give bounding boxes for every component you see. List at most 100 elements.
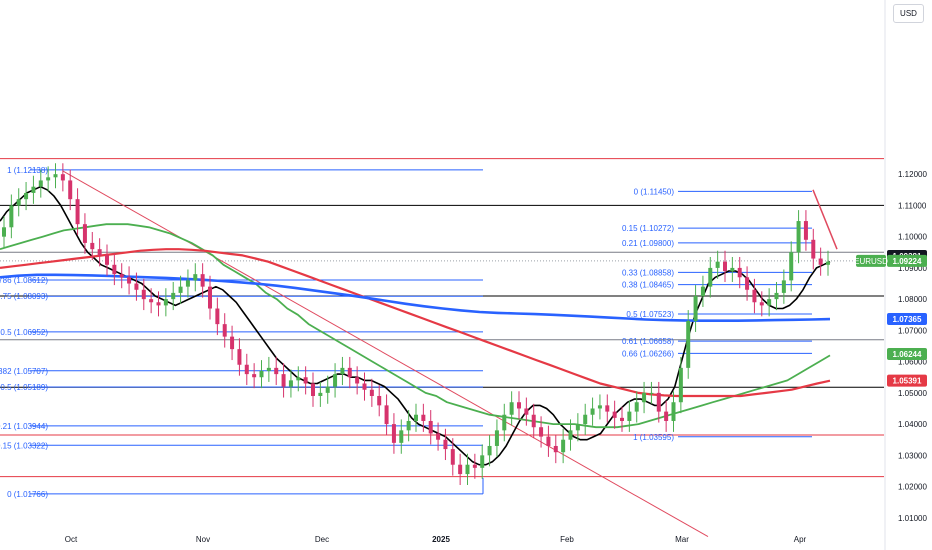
fib-right-label-4: 0.38 (1.08465)	[622, 281, 674, 290]
candle-body	[656, 392, 661, 412]
time-label-6: Apr	[794, 535, 807, 544]
candle-body	[546, 436, 551, 446]
price-tick-6: 1.06000	[898, 358, 927, 367]
candle-body	[178, 286, 183, 293]
price-tick-5: 1.07000	[898, 326, 927, 335]
trendline-main	[62, 170, 709, 537]
candle-body	[237, 349, 242, 365]
price-tick-7: 1.05000	[898, 389, 927, 398]
currency-button[interactable]: USD	[893, 4, 924, 23]
candle-body	[818, 258, 823, 265]
candle-body	[406, 420, 411, 431]
candle-body	[9, 205, 14, 228]
horizontal-levels	[0, 158, 884, 478]
candle-body	[568, 430, 573, 440]
candle-body	[377, 395, 382, 406]
candle-body	[517, 402, 521, 409]
candle-body	[627, 411, 632, 421]
ma-black	[0, 185, 831, 466]
candle-body	[149, 299, 154, 303]
time-label-2: Dec	[315, 535, 329, 544]
candle-body	[112, 264, 117, 275]
time-label-0: Oct	[65, 535, 78, 544]
candle-body	[288, 380, 293, 387]
candle-body	[244, 364, 249, 375]
candle-body	[156, 302, 161, 306]
trendlines	[62, 170, 838, 537]
fib-right-label-8: 1 (1.03595)	[633, 433, 674, 442]
candle-body	[340, 367, 345, 375]
price-badge-label-3: 1.06244	[893, 350, 922, 359]
fib-right-label-1: 0.15 (1.10272)	[622, 224, 674, 233]
candle-body	[480, 455, 485, 468]
candle-body	[583, 414, 588, 425]
candle-body	[2, 227, 6, 237]
candle-body	[436, 433, 441, 440]
candle-body	[362, 383, 367, 390]
candle-body	[24, 192, 29, 200]
price-tick-4: 1.08000	[898, 295, 927, 304]
candle-body	[303, 377, 308, 384]
candle-body	[428, 420, 433, 434]
fib-left-label-4: 0.382 (1.05707)	[0, 367, 48, 376]
candle-body	[789, 252, 794, 281]
candle-body	[399, 430, 404, 443]
candle-body	[708, 267, 713, 287]
candle-body	[333, 374, 338, 387]
price-tick-1: 1.11000	[898, 201, 927, 210]
candle-body	[730, 267, 735, 272]
fib-left-label-6: 0.21 (1.03944)	[0, 422, 48, 431]
candle-body	[634, 402, 639, 412]
candle-body	[105, 255, 109, 265]
candle-body	[274, 367, 279, 375]
candle-body	[575, 424, 580, 431]
candle-body	[531, 414, 536, 428]
candle-body	[53, 174, 58, 178]
candle-body	[171, 292, 176, 300]
price-axis[interactable]: 1.12000 1.11000 1.10000 1.09000 1.08000 1.070…	[884, 0, 927, 550]
symbol-badge-label: EURUSD	[854, 257, 888, 266]
candle-body	[664, 411, 669, 421]
candle-body	[487, 445, 492, 456]
price-badge-label-2: 1.07365	[893, 315, 922, 324]
candle-body	[502, 414, 507, 431]
price-badge-2	[887, 312, 927, 325]
candle-body	[649, 392, 654, 394]
candle-body	[443, 439, 448, 450]
candle-body	[16, 199, 21, 206]
candle-body	[553, 445, 558, 453]
candle-body	[60, 174, 65, 181]
candle-body	[193, 274, 198, 281]
candle-body	[759, 302, 764, 306]
candle-body	[90, 242, 95, 250]
candle-body	[715, 261, 720, 268]
candle-body	[465, 464, 470, 475]
candle-body	[318, 392, 323, 396]
candle-body	[678, 367, 683, 403]
fib-left-label-2: 0.75 (1.08093)	[0, 292, 48, 301]
candle-body	[494, 430, 499, 446]
candle-body	[752, 289, 757, 303]
candle-body	[355, 377, 360, 384]
candle-body	[230, 336, 235, 350]
candle-body	[200, 274, 205, 287]
candle-body	[266, 367, 271, 371]
time-label-1: Nov	[196, 535, 210, 544]
candle-body	[163, 299, 168, 306]
candle-body	[811, 239, 816, 259]
candle-body	[472, 464, 477, 468]
candle-body	[774, 292, 779, 300]
trendline-short	[812, 189, 838, 250]
time-axis[interactable]: Oct Nov Dec 2025 Feb Mar Apr	[65, 535, 807, 544]
candle-body	[31, 186, 36, 193]
price-tick-3: 1.09000	[898, 264, 927, 273]
price-tick-0: 1.12000	[898, 170, 927, 179]
candle-body	[119, 274, 124, 278]
ma-green	[0, 223, 831, 429]
price-tick-11: 1.01000	[898, 514, 927, 523]
candle-body	[391, 424, 396, 443]
candle-body	[539, 427, 544, 437]
candle-body	[700, 286, 705, 297]
price-tick-8: 1.04000	[898, 420, 927, 429]
